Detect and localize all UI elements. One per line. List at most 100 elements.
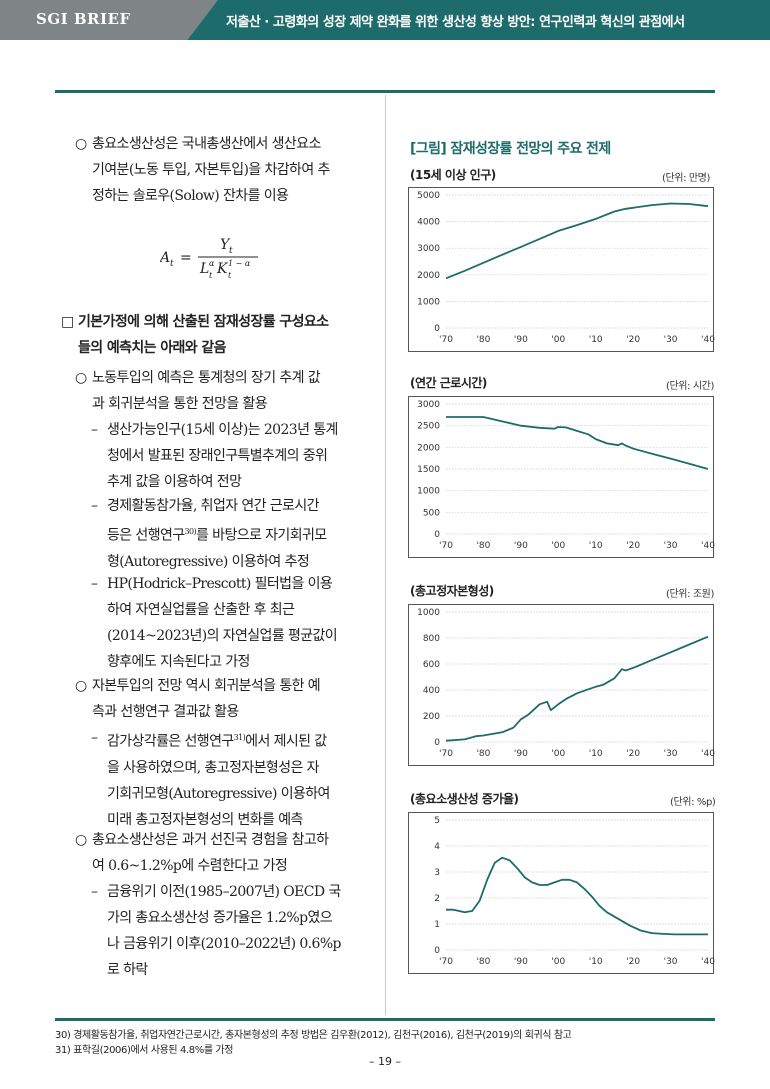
- text-line: 로 하락: [107, 962, 148, 978]
- text-line: 나 금융위기 이후(2010–2022년) 0.6%p: [107, 936, 342, 952]
- chart-gross-fixed-capital: 0 200 400 600 800 1000 '70 '80 '90 '00 '10 '20 '30 '4…: [408, 604, 715, 766]
- text-line: 하여 자연실업률을 산출한 후 최근: [107, 602, 295, 618]
- y-tick-label: 0: [434, 324, 440, 334]
- x-tick-label: '80: [476, 335, 490, 345]
- x-tick-label: '30: [664, 335, 678, 345]
- text-line: 자본투입의 전망 역시 회귀분석을 통한 예: [92, 678, 321, 694]
- formula-den-K-sub: t: [228, 271, 232, 280]
- x-tick-label: '10: [589, 335, 603, 345]
- series-line: [445, 635, 709, 742]
- text-line: 총요소생산성은 과거 선진국 경험을 참고하: [92, 832, 329, 848]
- chart-population: 0 1000 2000 3000 4000 5000 '70 '80 '90 '00 '10 '20 '…: [408, 187, 715, 352]
- x-tick-label: '90: [514, 749, 528, 759]
- chart-title-tfp: (총요소생산성 증가율): [410, 792, 519, 806]
- chart-unit-capital: (단위: 조원): [666, 589, 714, 600]
- bullet-mark: ○: [75, 136, 87, 152]
- formula-lhs-sub: t: [170, 259, 174, 269]
- figure-title: [그림] 잠재성장률 전망의 주요 전제: [410, 141, 611, 157]
- x-tick-label: '70: [439, 749, 453, 759]
- y-tick-label: 1000: [417, 608, 440, 618]
- footnote-30: 30) 경제활동참가율, 취업자연간근로시간, 총자본형성의 추정 방법은 김우…: [55, 1030, 572, 1041]
- y-tick-label: 4: [434, 842, 440, 852]
- text-segment: 를 바탕으로 자기회귀모: [196, 527, 327, 544]
- dash-mark: –: [91, 422, 98, 438]
- x-tick-label: '40: [701, 335, 715, 345]
- text-line: (2014~2023년)의 자연실업률 평균값이: [107, 628, 338, 644]
- chart-title-population: (15세 이상 인구): [410, 168, 496, 182]
- text-line: 을 사용하였으며, 총고정자본형성은 자: [107, 759, 319, 776]
- x-tick-label: '00: [551, 541, 565, 551]
- bullet-mark: ○: [75, 678, 87, 694]
- text-line: 금융위기 이전(1985–2007년) OECD 국: [107, 884, 341, 900]
- x-tick-label: '80: [476, 957, 490, 967]
- text-line: 미래 총고정자본형성의 변화를 예측: [107, 811, 303, 828]
- text-line: 향후에도 지속된다고 가정: [107, 654, 250, 670]
- labor-bullet: ○ 노동투입의 예측은 통계청의 장기 추계 값 과 회귀분석을 통한 전망을 …: [75, 365, 375, 417]
- y-tick-label: 2: [434, 894, 440, 904]
- y-tick-label: 0: [434, 946, 440, 956]
- text-segment: 등은 선행연구: [107, 527, 185, 544]
- chart-annual-hours: 0 500 1000 1500 2000 2500 3000 '70 '80 '90 '00 '10 '…: [408, 396, 715, 558]
- header-title: 저출산 · 고령화의 성장 제약 완화를 위한 생산성 향상 방안: 연구인력과…: [226, 15, 685, 30]
- text-line: 등은 선행연구30)를 바탕으로 자기회귀모: [107, 519, 375, 549]
- y-tick-label: 1000: [417, 487, 440, 497]
- x-tick-label: '90: [514, 335, 528, 345]
- y-tick-label: 1: [434, 920, 440, 930]
- text-line: 측과 선행연구 결과값 활용: [92, 704, 239, 720]
- bullet-mark: ○: [75, 370, 87, 386]
- chart-frame: [408, 604, 714, 766]
- y-tick-label: 0: [434, 530, 440, 540]
- text-line: 총요소생산성은 국내총생산에서 생산요소: [92, 136, 321, 152]
- chart-title-hours: (연간 근로시간): [410, 376, 487, 390]
- page-number: – 19 –: [369, 1055, 401, 1068]
- footnote-ref-30: 30): [184, 527, 197, 536]
- y-tick-label: 3: [434, 868, 440, 878]
- y-tick-label: 5000: [417, 191, 440, 201]
- x-tick-label: '20: [626, 335, 640, 345]
- bullet-mark: ○: [75, 832, 87, 848]
- dash-item-participation: – 경제활동참가율, 취업자 연간 근로시간 등은 선행연구30)를 바탕으로 …: [91, 493, 375, 575]
- formula-num-sub: t: [229, 246, 233, 256]
- dash-item-depreciation: – 감가상각률은 선행연구31)에서 제시된 값 을 사용하였으며, 총고정자본…: [91, 725, 375, 833]
- x-tick-label: '20: [626, 957, 640, 967]
- text-line: 정하는 솔로우(Solow) 잔차를 이용: [92, 188, 289, 204]
- heading-mark: □: [61, 314, 74, 330]
- chart-frame: [408, 187, 714, 352]
- x-tick-label: '30: [664, 541, 678, 551]
- text-line: 기회귀모형(Autoregressive) 이용하여: [107, 785, 330, 802]
- dash-mark: –: [91, 730, 98, 746]
- chart-title-capital: (총고정자본형성): [410, 584, 494, 598]
- x-tick-label: '20: [626, 749, 640, 759]
- y-tick-label: 0: [434, 738, 440, 748]
- text-line: 노동투입의 예측은 통계청의 장기 추계 값: [92, 370, 321, 386]
- dash-item-hp-filter: – HP(Hodrick–Prescott) 필터법을 이용 하여 자연실업률을…: [91, 571, 375, 675]
- solow-formula: A t = Y t L α t K 1 − α t: [158, 236, 270, 284]
- text-line: 생산가능인구(15세 이상)는 2023년 통계: [107, 422, 338, 438]
- y-tick-label: 2000: [417, 443, 440, 453]
- text-line: 가의 총요소생산성 증가율은 1.2%p였으: [107, 910, 333, 926]
- column-divider: [385, 95, 386, 1015]
- formula-den-L-sub: t: [209, 271, 213, 280]
- x-tick-label: '40: [701, 957, 715, 967]
- x-tick-label: '10: [589, 957, 603, 967]
- header-brand-tab: [0, 0, 218, 40]
- dash-item-oecd: – 금융위기 이전(1985–2007년) OECD 국 가의 총요소생산성 증…: [91, 879, 375, 983]
- y-tick-label: 4000: [417, 218, 440, 228]
- text-line: 감가상각률은 선행연구31)에서 제시된 값: [107, 725, 375, 755]
- formula-den-L-sup: α: [209, 259, 215, 268]
- x-tick-label: '10: [589, 749, 603, 759]
- bottom-rule: [55, 1018, 715, 1021]
- formula-graphic: A t = Y t L α t K 1 − α t: [158, 237, 258, 280]
- series-line: [445, 202, 709, 280]
- y-tick-label: 5: [434, 816, 440, 826]
- text-line: 기여분(노동 투입, 자본투입)을 차감하여 추: [92, 162, 330, 178]
- text-segment: 에서 제시된 값: [245, 733, 327, 750]
- section-heading: □ 기본가정에 의해 산출된 잠재성장률 구성요소 들의 예측치는 아래와 같음: [61, 309, 377, 361]
- x-tick-label: '10: [589, 541, 603, 551]
- text-segment: 감가상각률은 선행연구: [107, 733, 234, 750]
- text-line: 과 회귀분석을 통한 전망을 활용: [92, 396, 268, 412]
- text-line: 경제활동참가율, 취업자 연간 근로시간: [107, 498, 319, 514]
- x-tick-label: '00: [551, 957, 565, 967]
- dash-mark: –: [91, 884, 98, 900]
- footnote-31: 31) 표학길(2006)에서 사용된 4.8%를 가정: [55, 1045, 233, 1056]
